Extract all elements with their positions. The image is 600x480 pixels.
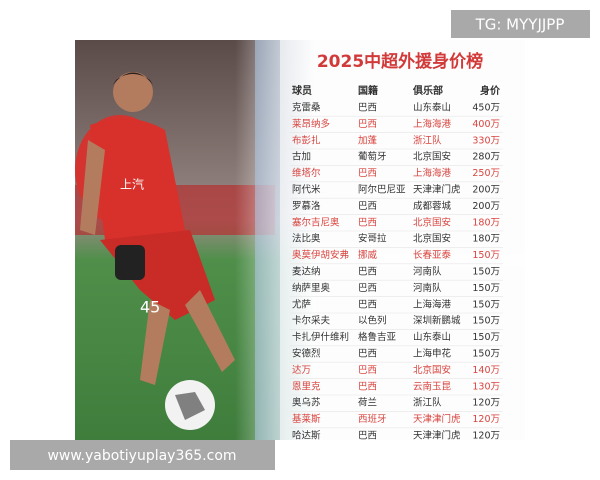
table-cell: 葡萄牙 [358,151,387,163]
table-cell: 达万 [292,364,311,376]
table-cell: 450万 [472,103,500,114]
watermark-bottom: www.yabotiyuplay365.com [47,448,236,464]
table-cell: 基莱斯 [292,413,321,425]
table-cell: 布彭扎 [292,134,321,146]
photo: 上汽 45 [75,40,525,440]
header-cell: 身价 [480,84,501,97]
table-cell: 150万 [472,332,500,343]
table-cell: 120万 [472,431,500,442]
table-cell: 安哥拉 [358,233,387,245]
table-cell: 法比奥 [292,233,321,245]
table-cell: 150万 [472,316,500,327]
watermark-box [451,10,590,38]
table-cell: 200万 [472,201,500,212]
jersey-sponsor: 上汽 [120,177,144,192]
table-cell: 以色列 [358,315,387,327]
table-cell: 150万 [472,267,500,278]
table-cell: 巴西 [358,431,377,442]
table-cell: 天津津门虎 [413,430,461,442]
header-cell: 俱乐部 [412,84,443,97]
table-cell: 格鲁吉亚 [358,331,397,343]
header-cell: 国籍 [358,84,378,97]
table-cell: 阿尔巴尼亚 [358,184,406,196]
table-cell: 330万 [472,135,500,146]
table-cell: 哈达斯 [292,430,321,442]
table-cell: 巴西 [358,201,377,212]
table-cell: 尤萨 [292,298,312,310]
table-cell: 上海海港 [413,167,452,179]
table-cell: 北京国安 [413,151,451,163]
table-cell: 巴西 [358,283,377,294]
table-cell: 云南玉昆 [413,380,452,392]
table-cell: 140万 [472,365,500,376]
table-cell: 巴西 [358,365,377,376]
table-cell: 纳萨里奥 [292,282,331,294]
table-cell: 上海海港 [413,118,452,130]
table-cell: 400万 [472,119,500,130]
table-cell: 浙江队 [413,397,442,409]
table-cell: 成都蓉城 [413,200,452,212]
table-cell: 天津津门虎 [413,413,461,425]
table-cell: 巴西 [358,103,377,114]
table-cell: 阿代米 [292,184,321,196]
table-cell: 巴西 [358,349,377,360]
table-cell: 巴西 [358,119,377,130]
table-cell: 北京国安 [413,216,451,228]
table-cell: 塞尔吉尼奥 [292,216,340,228]
table-cell: 上海申花 [413,348,452,360]
table-cell: 北京国安 [413,233,451,245]
table-cell: 西班牙 [358,413,387,425]
table-cell: 深圳新鹏城 [413,315,461,327]
table-cell: 卡尔采夫 [292,315,331,327]
table-cell: 山东泰山 [413,102,451,114]
table-cell: 280万 [472,152,500,163]
watermark-top: TG: MYYJJPP [475,16,565,34]
table-cell: 长春亚泰 [413,249,452,261]
table-cell: 巴西 [358,381,377,392]
table-cell: 巴西 [358,168,377,179]
jersey-number: 45 [140,298,160,317]
table-cell: 180万 [472,234,500,245]
watermark-box [10,440,275,470]
table-cell: 250万 [472,168,500,179]
table-cell: 上海海港 [413,298,452,310]
table-title: 2025中超外援身价榜 [317,51,483,72]
table-cell: 莱昂纳多 [292,118,330,130]
table-cell: 180万 [472,217,500,228]
table: 球员 国籍 俱乐部 身价克雷桑 巴西 山东泰山 450万莱昂纳多 巴西 上海海港 400万布彭扎加… [290,84,503,442]
table-cell: 克雷桑 [292,103,321,114]
table-cell: 加蓬 [358,134,378,146]
table-cell: 200万 [472,185,500,196]
table-cell: 巴西 [358,217,377,228]
table-cell: 卡扎伊什维利 [292,331,349,343]
table-cell: 浙江队 [413,134,442,146]
table-cell: 恩里克 [292,381,321,392]
table-cell: 北京国安 [413,364,451,376]
table-cell: 古加 [292,151,311,163]
table-cell: 山东泰山 [413,331,451,343]
table-cell: 挪威 [358,249,378,261]
table-cell: 荷兰 [358,397,377,409]
table-cell: 安德烈 [292,348,321,360]
table-cell: 120万 [472,414,500,425]
table-cell: 麦达纳 [292,266,321,278]
table-cell: 维塔尔 [292,167,321,179]
table-cell: 150万 [472,349,500,360]
table-cell: 奥乌苏 [292,397,321,409]
table-cell: 130万 [472,381,500,392]
table-cell: 巴西 [358,299,377,310]
table-cell: 河南队 [413,282,442,294]
table-cell: 150万 [472,299,500,310]
table-cell: 天津津门虎 [413,184,461,196]
header-cell: 球员 [292,84,312,97]
table-cell: 河南队 [413,266,442,278]
table-cell: 150万 [472,283,500,294]
table-cell: 巴西 [358,267,377,278]
table-cell: 150万 [472,250,500,261]
table-cell: 罗慕洛 [292,200,321,212]
table-cell: 奥莫伊胡安弗 [292,249,349,261]
table-cell: 120万 [472,398,500,409]
